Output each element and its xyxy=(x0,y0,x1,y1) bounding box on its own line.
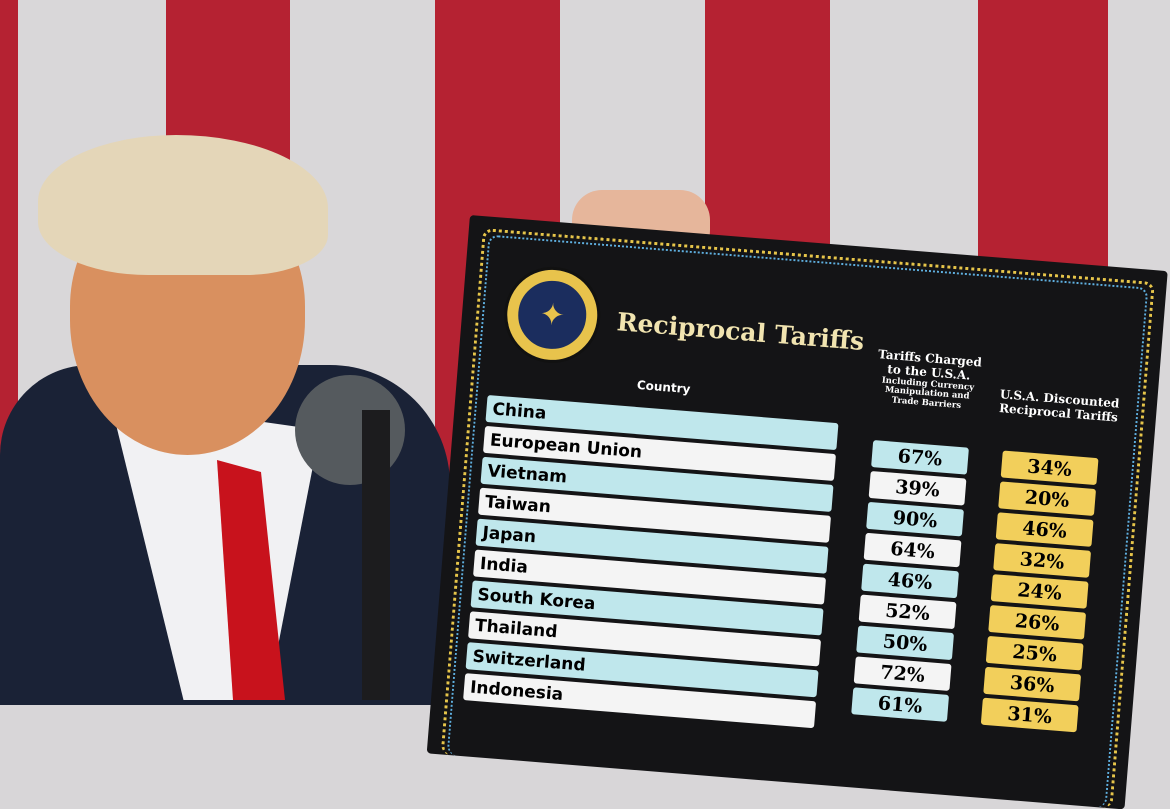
hair xyxy=(38,135,328,275)
charged-header: Tariffs Charged to the U.S.A. Including … xyxy=(871,347,985,414)
mic-stand xyxy=(362,410,390,700)
reciprocal-tariffs-board: ✦ Reciprocal Tariffs Country Tariffs Cha… xyxy=(426,215,1168,809)
